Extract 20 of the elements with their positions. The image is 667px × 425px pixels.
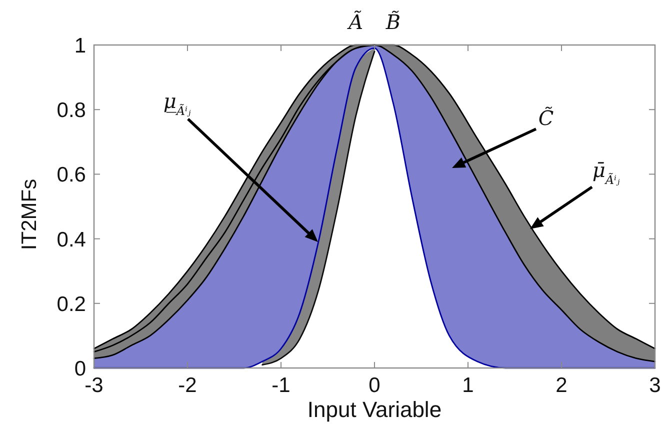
annotation: B̃ bbox=[384, 10, 401, 34]
x-tick-label: -2 bbox=[178, 374, 197, 397]
x-tick-label: 1 bbox=[462, 374, 474, 397]
annotation: Ã bbox=[346, 10, 364, 34]
annotation: μ̲$_{Ãⁱⱼ}$ bbox=[163, 89, 192, 118]
y-axis-title: IT2MFs bbox=[18, 178, 41, 250]
annotation: μ̄$_{Ãⁱⱼ}$ bbox=[592, 158, 620, 187]
y-tick-label: 1 bbox=[74, 34, 86, 58]
y-tick-label: 0.4 bbox=[56, 228, 86, 252]
x-tick-label: 3 bbox=[649, 374, 661, 397]
y-tick-label: 0.2 bbox=[56, 292, 86, 316]
y-tick-label: 0.8 bbox=[56, 99, 86, 122]
x-axis-title: Input Variable bbox=[307, 397, 442, 422]
x-tick-label: -3 bbox=[84, 374, 104, 397]
x-tick-label: -1 bbox=[272, 374, 290, 397]
x-tick-label: 0 bbox=[368, 374, 380, 397]
x-tick-label: 2 bbox=[556, 374, 568, 397]
annotation: C̃ bbox=[538, 106, 554, 130]
y-tick-label: 0.6 bbox=[56, 164, 86, 187]
y-tick-label: 0 bbox=[74, 358, 86, 380]
